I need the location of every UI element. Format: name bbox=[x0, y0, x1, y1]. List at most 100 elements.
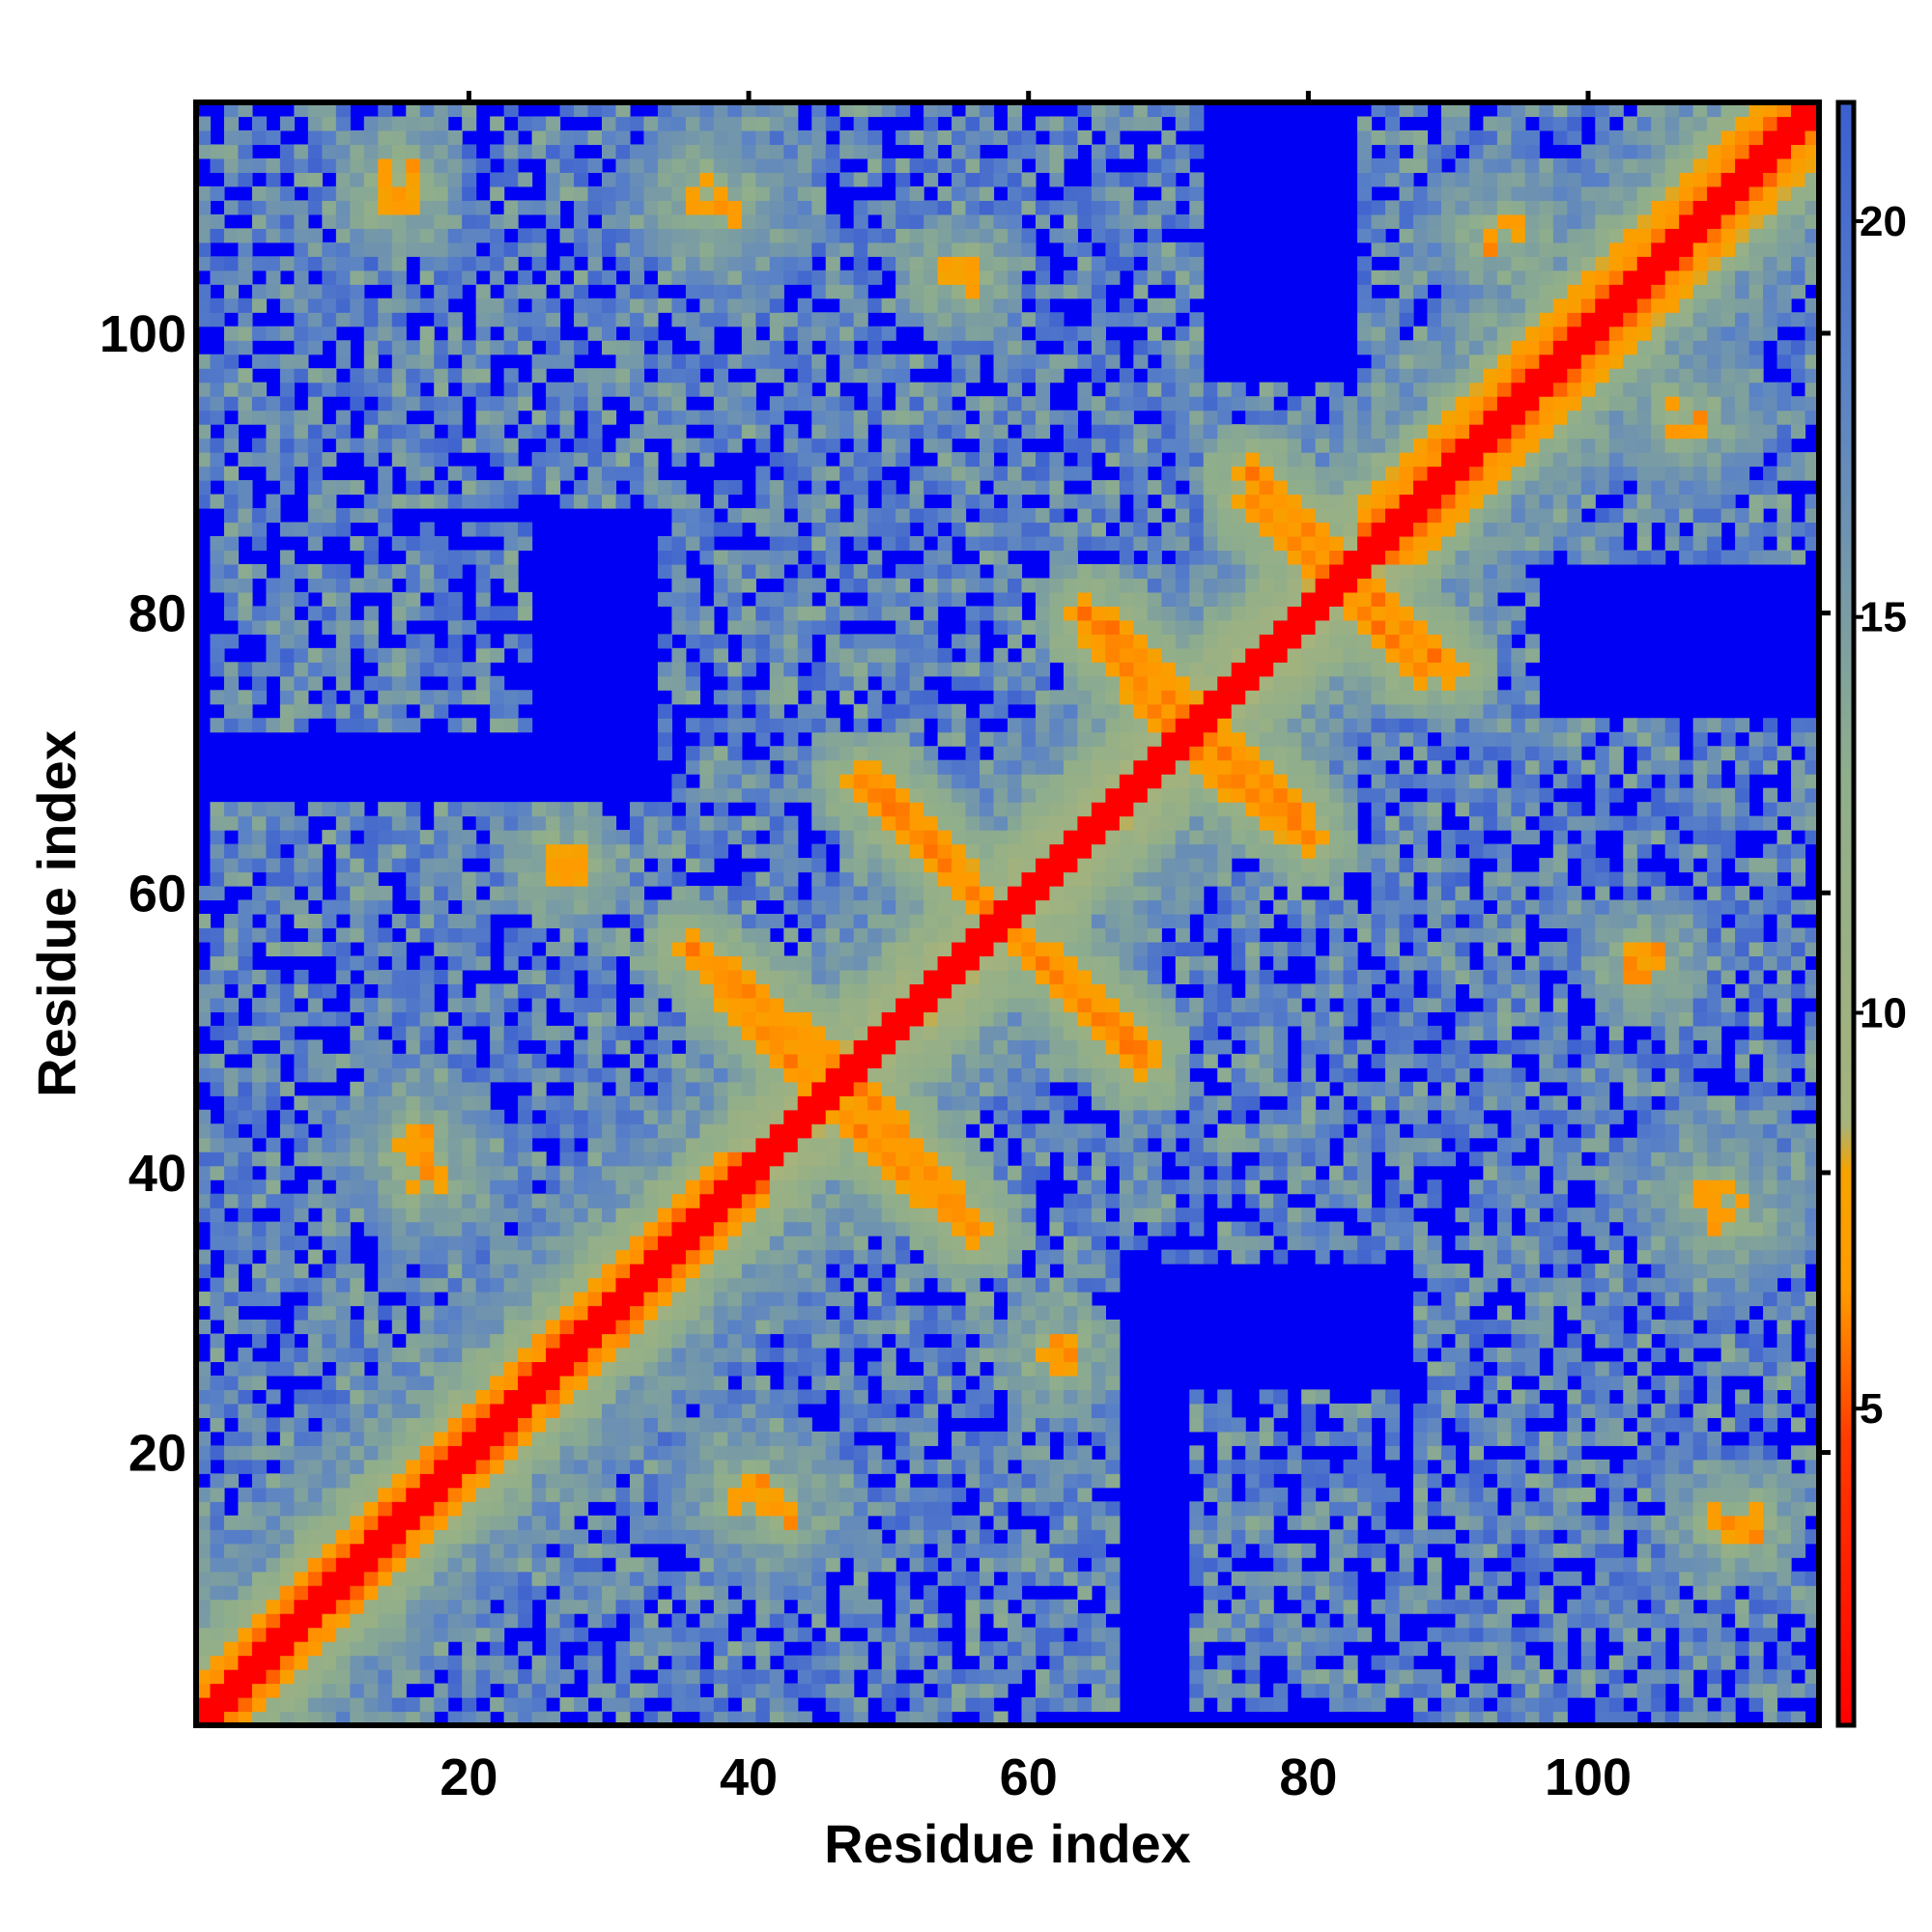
heatmap-cell bbox=[769, 1711, 784, 1726]
heatmap-cell bbox=[266, 228, 281, 243]
heatmap-cell bbox=[335, 675, 351, 691]
heatmap-cell bbox=[602, 185, 617, 201]
heatmap-cell bbox=[713, 690, 728, 705]
heatmap-cell bbox=[755, 185, 771, 201]
heatmap-cell bbox=[490, 606, 505, 621]
heatmap-cell bbox=[503, 1543, 519, 1558]
heatmap-cell bbox=[909, 1459, 924, 1474]
heatmap-cell bbox=[279, 606, 295, 621]
heatmap-cell bbox=[727, 1389, 743, 1405]
heatmap-cell bbox=[223, 634, 240, 649]
heatmap-cell bbox=[350, 1473, 365, 1489]
heatmap-cell bbox=[559, 1529, 575, 1545]
heatmap-cell bbox=[406, 1501, 421, 1517]
heatmap-cell bbox=[797, 787, 812, 803]
heatmap-cell bbox=[251, 830, 268, 845]
heatmap-cell bbox=[434, 298, 449, 313]
heatmap-cell bbox=[363, 1208, 379, 1223]
heatmap-cell bbox=[434, 172, 449, 187]
heatmap-cell bbox=[462, 1165, 477, 1180]
heatmap-cell bbox=[266, 213, 281, 229]
heatmap-cell bbox=[559, 1431, 575, 1446]
heatmap-cell bbox=[881, 1417, 896, 1433]
heatmap-cell bbox=[378, 1039, 393, 1055]
heatmap-cell bbox=[811, 983, 827, 999]
heatmap-cell bbox=[419, 578, 435, 593]
heatmap-cell bbox=[223, 1375, 240, 1391]
heatmap-cell bbox=[294, 256, 309, 271]
heatmap-cell bbox=[909, 1137, 924, 1152]
heatmap-cell bbox=[839, 675, 855, 691]
heatmap-cell bbox=[447, 129, 463, 146]
heatmap-cell bbox=[587, 983, 603, 999]
heatmap-cell bbox=[615, 1571, 631, 1586]
heatmap-cell bbox=[825, 312, 840, 327]
heatmap-cell bbox=[294, 619, 309, 635]
heatmap-cell bbox=[322, 1333, 337, 1349]
heatmap-cell bbox=[363, 535, 379, 552]
heatmap-cell bbox=[434, 843, 449, 859]
heatmap-cell bbox=[322, 1221, 337, 1236]
heatmap-cell bbox=[797, 634, 812, 649]
heatmap-cell bbox=[266, 1655, 281, 1670]
heatmap-cell bbox=[490, 410, 505, 425]
heatmap-cell bbox=[685, 1655, 700, 1670]
heatmap-cell bbox=[643, 466, 659, 481]
heatmap-cell bbox=[447, 1613, 463, 1629]
heatmap-cell bbox=[671, 1305, 687, 1321]
heatmap-cell bbox=[559, 1292, 575, 1307]
heatmap-cell bbox=[531, 410, 547, 425]
heatmap-cell bbox=[223, 157, 240, 174]
heatmap-cell bbox=[713, 424, 728, 440]
heatmap-cell bbox=[797, 1193, 812, 1208]
heatmap-cell bbox=[881, 1137, 896, 1152]
heatmap-cell bbox=[952, 298, 967, 313]
heatmap-cell bbox=[406, 1613, 421, 1629]
heatmap-cell bbox=[839, 759, 855, 775]
heatmap-cell bbox=[503, 1445, 519, 1461]
heatmap-cell bbox=[223, 144, 240, 159]
heatmap-cell bbox=[307, 1557, 323, 1573]
heatmap-cell bbox=[811, 200, 827, 215]
heatmap-cell bbox=[909, 941, 924, 957]
heatmap-cell bbox=[783, 129, 799, 146]
heatmap-cell bbox=[363, 634, 379, 649]
heatmap-cell bbox=[279, 830, 295, 845]
heatmap-cell bbox=[881, 256, 896, 271]
heatmap-cell bbox=[363, 1025, 379, 1040]
heatmap-cell bbox=[755, 1557, 771, 1573]
heatmap-cell bbox=[587, 899, 603, 915]
heatmap-cell bbox=[952, 703, 967, 719]
heatmap-cell bbox=[279, 213, 295, 229]
heatmap-cell bbox=[574, 284, 589, 299]
heatmap-cell bbox=[419, 550, 435, 565]
heatmap-cell bbox=[937, 1193, 952, 1208]
heatmap-cell bbox=[490, 340, 505, 355]
heatmap-cell bbox=[769, 102, 784, 118]
heatmap-cell bbox=[546, 1375, 561, 1391]
heatmap-cell bbox=[965, 1473, 980, 1489]
heatmap-cell bbox=[559, 1599, 575, 1614]
heatmap-cell bbox=[447, 969, 463, 985]
heatmap-cell bbox=[518, 1711, 533, 1726]
heatmap-cell bbox=[783, 1249, 799, 1264]
heatmap-cell bbox=[574, 312, 589, 327]
heatmap-cell bbox=[853, 1053, 868, 1068]
heatmap-cell bbox=[574, 843, 589, 859]
heatmap-cell bbox=[952, 634, 967, 649]
heatmap-cell bbox=[909, 185, 924, 201]
heatmap-cell bbox=[615, 899, 631, 915]
heatmap-cell bbox=[671, 1151, 687, 1167]
heatmap-cell bbox=[755, 941, 771, 957]
heatmap-cell bbox=[238, 1403, 253, 1418]
heatmap-cell bbox=[363, 914, 379, 929]
heatmap-cell bbox=[490, 899, 505, 915]
heatmap-cell bbox=[811, 997, 827, 1012]
heatmap-cell bbox=[952, 1543, 967, 1558]
heatmap-cell bbox=[615, 102, 631, 118]
heatmap-cell bbox=[391, 1487, 407, 1502]
heatmap-cell bbox=[378, 1683, 393, 1698]
heatmap-cell bbox=[503, 606, 519, 621]
heatmap-cell bbox=[363, 1655, 379, 1670]
heatmap-cell bbox=[671, 1123, 687, 1139]
